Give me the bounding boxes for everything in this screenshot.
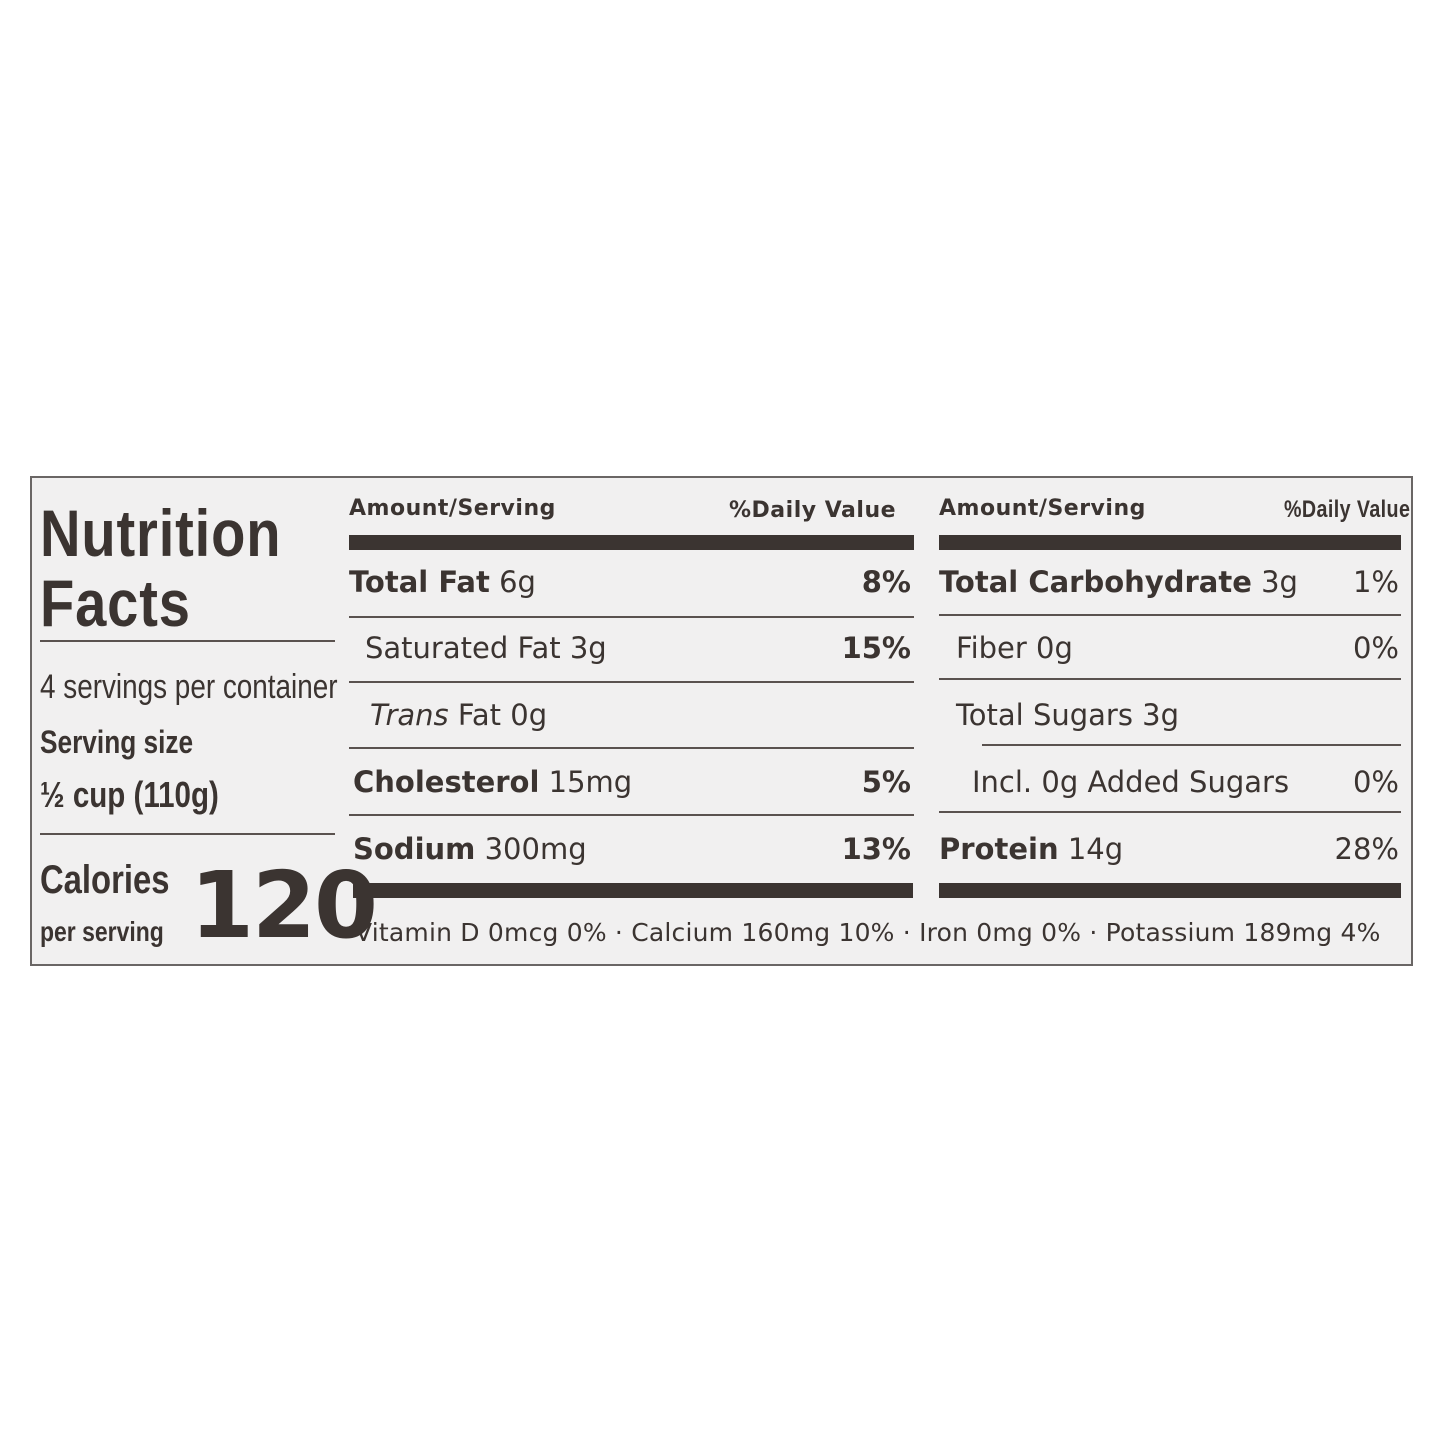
nutrient-row: Saturated Fat 3g 15%: [365, 631, 911, 665]
divider: [349, 747, 914, 749]
calories-sublabel: per serving: [40, 916, 164, 947]
nutrient-row: Cholesterol 15mg 5%: [353, 765, 911, 799]
vitamins-minerals-footer: Vitamin D 0mcg 0% · Calcium 160mg 10% · …: [355, 918, 1381, 947]
divider: [349, 616, 914, 618]
calories-value: 120: [190, 852, 378, 959]
divider: [349, 814, 914, 816]
amount-header: Amount/Serving: [349, 496, 556, 521]
amount-header: Amount/Serving: [939, 496, 1146, 521]
thick-bar: [939, 535, 1401, 550]
divider: [40, 833, 335, 835]
nutrient-row: Protein 14g 28%: [939, 832, 1399, 866]
title-line-2: Facts: [40, 566, 191, 640]
serving-size-label: Serving size: [40, 724, 194, 760]
nutrition-facts-label: Nutrition Facts 4 servings per container…: [30, 476, 1413, 966]
divider: [982, 744, 1401, 746]
divider: [349, 681, 914, 683]
title-line-1: Nutrition: [40, 496, 282, 570]
serving-size-value: ½ cup (110g): [40, 774, 219, 815]
thick-bar: [353, 883, 913, 898]
nutrient-row: Total Carbohydrate 3g 1%: [939, 565, 1399, 599]
thick-bar: [349, 535, 914, 550]
calories-label: Calories: [40, 858, 170, 902]
thick-bar: [939, 883, 1401, 898]
daily-value-header: %Daily Value: [1284, 496, 1411, 523]
nutrient-row: Sodium 300mg 13%: [353, 832, 911, 866]
divider: [939, 811, 1401, 813]
nutrient-row: Incl. 0g Added Sugars 0%: [972, 765, 1399, 799]
daily-value-header: %Daily Value: [729, 498, 897, 523]
nutrient-row: Fiber 0g 0%: [956, 631, 1399, 665]
nutrient-row: Total Fat 6g 8%: [349, 565, 911, 599]
nutrient-row: Trans Fat 0g: [370, 698, 548, 732]
divider: [939, 614, 1401, 616]
servings-per-container: 4 servings per container: [40, 668, 338, 706]
divider: [939, 678, 1401, 680]
divider: [40, 640, 335, 642]
nutrient-row: Total Sugars 3g: [956, 698, 1180, 732]
